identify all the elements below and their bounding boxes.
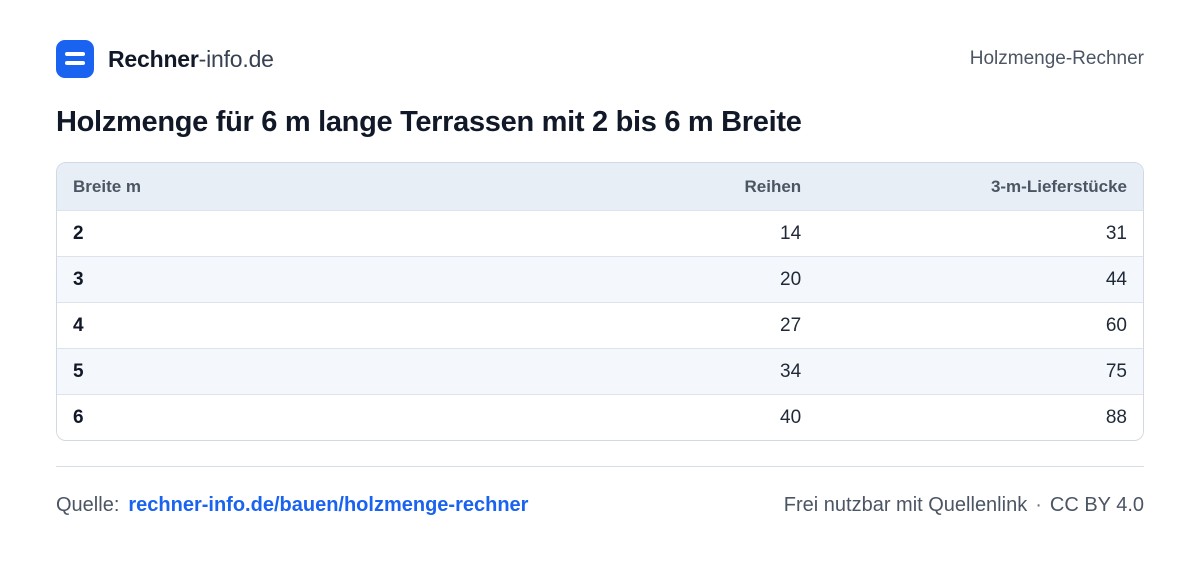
cell-width: 4	[57, 302, 600, 349]
cell-rows: 34	[600, 348, 818, 395]
brand-name: Rechner-info.de	[108, 46, 274, 73]
cell-pieces: 44	[817, 256, 1143, 303]
brand-name-bold: Rechner	[108, 45, 199, 72]
equals-icon	[56, 40, 94, 78]
column-header-rows: Reihen	[744, 176, 802, 196]
cell-rows: 40	[600, 394, 818, 440]
license-info: Frei nutzbar mit Quellenlink · CC BY 4.0	[784, 494, 1144, 517]
header: Rechner-info.de Holzmenge-Rechner	[56, 40, 1144, 78]
table-row: 2 14 31	[57, 210, 1143, 257]
cell-width: 5	[57, 348, 600, 395]
cell-pieces: 31	[817, 210, 1143, 257]
calculator-name: Holzmenge-Rechner	[969, 48, 1144, 69]
brand[interactable]: Rechner-info.de	[56, 40, 274, 78]
brand-name-light: -info.de	[198, 45, 274, 72]
footer: Quelle: rechner-info.de/bauen/holzmenge-r…	[56, 490, 1144, 520]
data-table: Breite m Reihen 3-m-Lieferstücke 2 14 31…	[56, 162, 1144, 441]
cell-width: 2	[57, 210, 600, 257]
cell-pieces: 88	[817, 394, 1143, 440]
license: CC BY 4.0	[1049, 493, 1144, 516]
table-row: 5 34 75	[57, 348, 1143, 395]
source-label: Quelle:	[56, 493, 120, 516]
table-row: 6 40 88	[57, 394, 1143, 440]
cell-rows: 27	[600, 302, 818, 349]
page-title: Holzmenge für 6 m lange Terrassen mit 2 …	[56, 106, 802, 138]
separator: ·	[1035, 493, 1042, 516]
cell-pieces: 75	[817, 348, 1143, 395]
source: Quelle: rechner-info.de/bauen/holzmenge-r…	[56, 494, 528, 517]
column-header-width: Breite m	[73, 176, 142, 196]
column-header-pieces: 3-m-Lieferstücke	[990, 176, 1127, 196]
usage-note: Frei nutzbar mit Quellenlink	[783, 493, 1028, 516]
table-header-row: Breite m Reihen 3-m-Lieferstücke	[57, 163, 1143, 211]
cell-width: 6	[57, 394, 600, 440]
cell-rows: 20	[600, 256, 818, 303]
footer-divider	[56, 466, 1144, 467]
cell-rows: 14	[600, 210, 818, 257]
cell-pieces: 60	[817, 302, 1143, 349]
table-row: 4 27 60	[57, 302, 1143, 349]
table-row: 3 20 44	[57, 256, 1143, 303]
cell-width: 3	[57, 256, 600, 303]
source-link[interactable]: rechner-info.de/bauen/holzmenge-rechner	[128, 493, 529, 516]
